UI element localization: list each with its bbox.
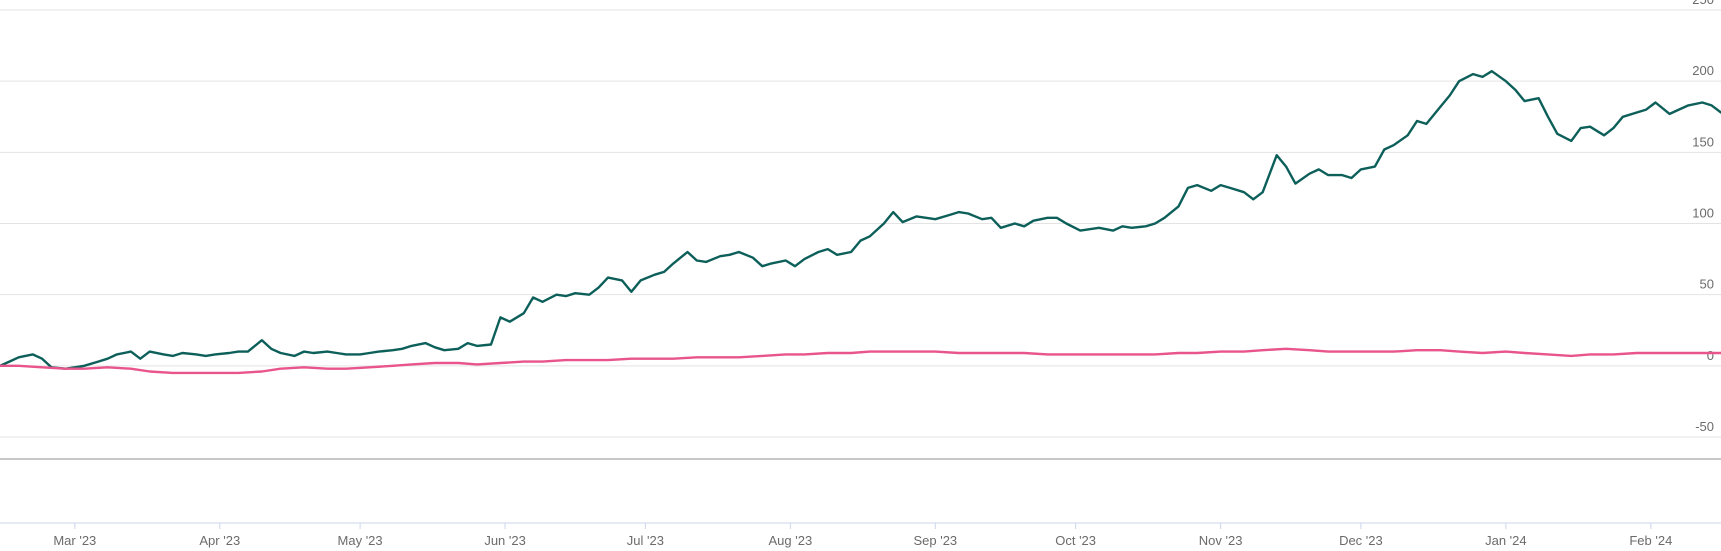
x-tick-label: Jun '23	[484, 533, 526, 548]
x-tick-label: Apr '23	[199, 533, 240, 548]
y-tick-label: 50	[1700, 277, 1714, 292]
grid-lines	[0, 9, 1721, 438]
y-axis-labels: 250 200 150 100 50 0 -50	[1692, 0, 1714, 434]
x-axis-labels: Mar '23 Apr '23 May '23 Jun '23 Jul '23 Aug '…	[53, 523, 1672, 548]
x-tick-label: Feb '24	[1629, 533, 1672, 548]
series-line-2[interactable]	[0, 347, 1721, 375]
x-tick-label: Sep '23	[913, 533, 957, 548]
y-tick-label: 100	[1692, 206, 1714, 221]
series-line-1[interactable]	[0, 70, 1721, 370]
y-tick-label: 0	[1707, 348, 1714, 363]
y-tick-label: 200	[1692, 63, 1714, 78]
series-lines	[0, 70, 1721, 375]
x-tick-label: Mar '23	[53, 533, 96, 548]
x-tick-label: May '23	[338, 533, 383, 548]
x-tick-label: Aug '23	[769, 533, 813, 548]
y-tick-label: -50	[1695, 419, 1714, 434]
x-tick-label: Jul '23	[627, 533, 664, 548]
y-tick-label: 250	[1692, 0, 1714, 7]
x-tick-label: Dec '23	[1339, 533, 1383, 548]
y-tick-label: 150	[1692, 134, 1714, 149]
x-tick-label: Jan '24	[1485, 533, 1527, 548]
x-tick-label: Oct '23	[1055, 533, 1096, 548]
x-tick-label: Nov '23	[1199, 533, 1243, 548]
